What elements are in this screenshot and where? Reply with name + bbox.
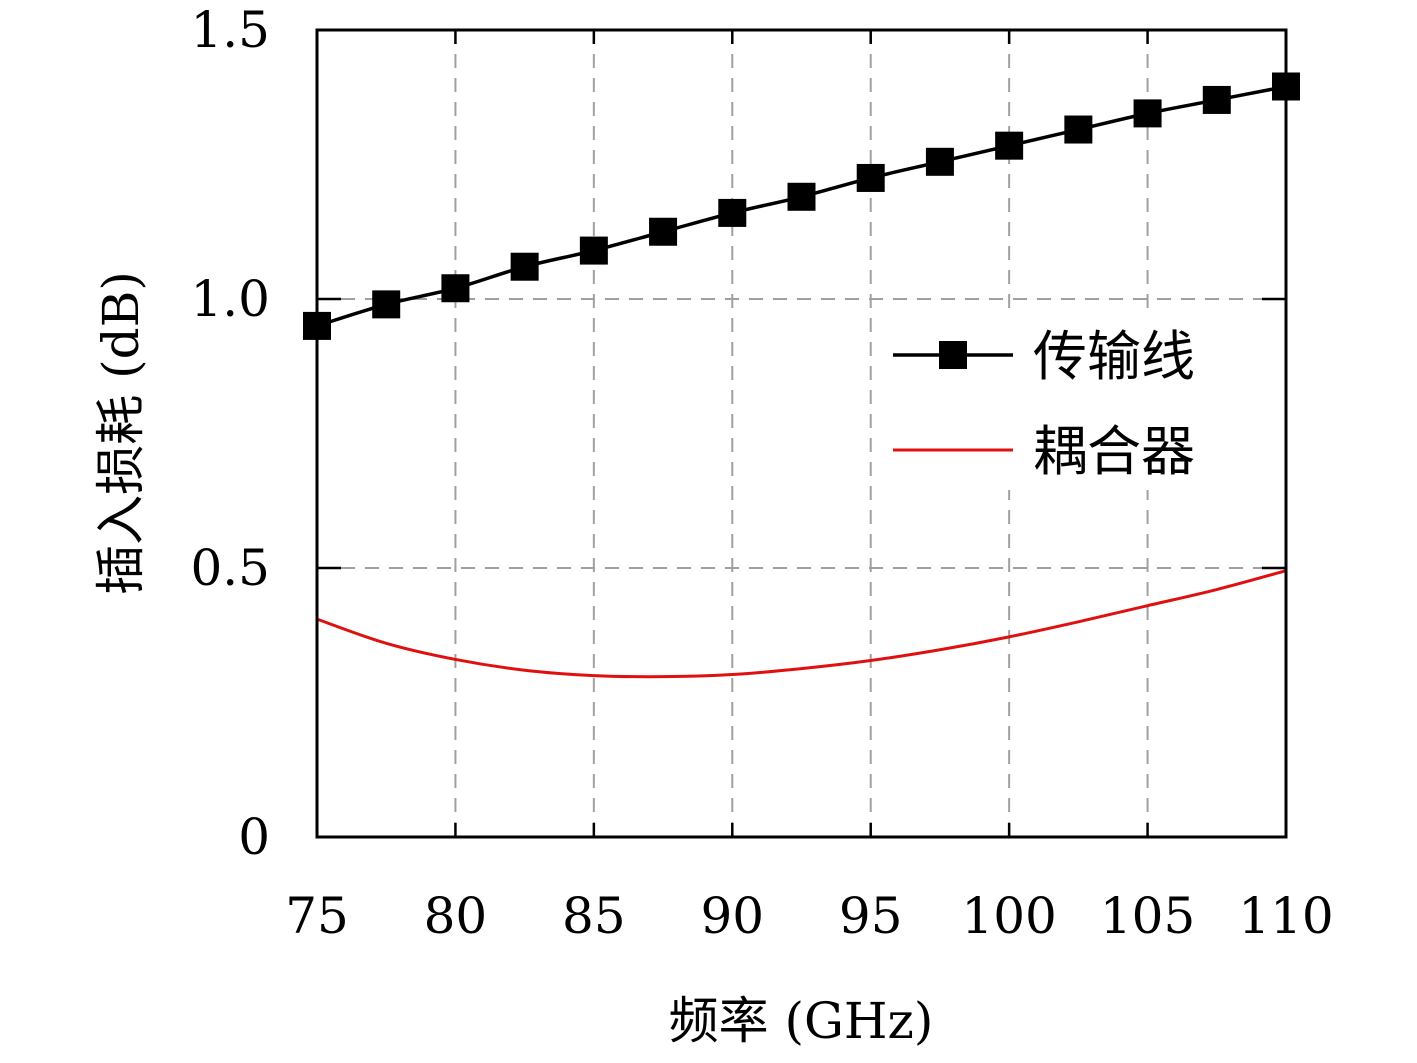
x-axis-title: 频率 (GHz) (669, 992, 934, 1050)
legend-label-1: 传输线 (1033, 325, 1195, 388)
series-1-point-12 (1064, 115, 1093, 144)
legend-label-2: 耦合器 (1033, 420, 1195, 483)
x-tick-label-75: 75 (285, 887, 349, 945)
series-1-point-9 (856, 163, 885, 192)
series-1-point-8 (787, 182, 816, 211)
series-1-point-7 (718, 198, 747, 227)
series-1-point-4 (510, 252, 539, 281)
y-axis-title: 插入损耗 (dB) (92, 271, 150, 595)
x-tick-label-90: 90 (700, 887, 764, 945)
y-tick-label-1.5: 1.5 (190, 1, 270, 59)
x-tick-label-80: 80 (424, 887, 488, 945)
x-tick-label-95: 95 (839, 887, 903, 945)
series-1-point-13 (1133, 99, 1162, 128)
tick-layer: 75 80 85 90 95 100 105 110 0 0.5 1.0 1.5 (190, 1, 1333, 945)
series-1-point-3 (441, 274, 470, 303)
x-tick-label-110: 110 (1238, 887, 1333, 945)
y-tick-label-0: 0 (238, 808, 270, 866)
series-1-point-2 (372, 290, 401, 319)
x-tick-label-85: 85 (562, 887, 626, 945)
series-1-point-11 (995, 131, 1024, 160)
x-tick-label-100: 100 (961, 887, 1056, 945)
series-1-point-10 (925, 147, 954, 176)
x-tick-label-105: 105 (1100, 887, 1195, 945)
grid-layer (317, 30, 1286, 837)
series-1-point-14 (1202, 85, 1231, 114)
y-tick-label-1.0: 1.0 (190, 270, 270, 328)
plot-frame (315, 28, 1288, 839)
series-1-point-5 (579, 236, 608, 265)
series-1-point-6 (649, 217, 678, 246)
legend-marker-1 (939, 341, 967, 369)
series-line-2 (315, 569, 1288, 679)
y-tick-label-0.5: 0.5 (190, 539, 270, 597)
